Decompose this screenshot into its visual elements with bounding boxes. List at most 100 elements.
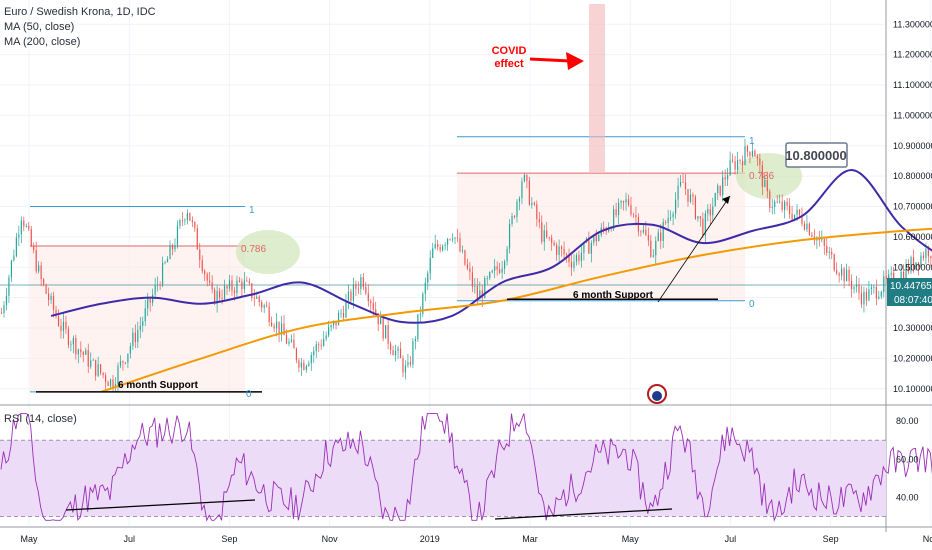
price-candle-body: [159, 284, 161, 286]
price-candle-body: [907, 264, 910, 272]
rsi-tick-label: 40.00: [896, 492, 919, 502]
price-candle-body: [38, 265, 40, 272]
price-candle-body: [843, 268, 845, 282]
price-candle-body: [697, 216, 699, 219]
price-tick-label: 11.300000: [893, 19, 932, 29]
price-candle-body: [801, 215, 803, 224]
price-candle-body: [627, 199, 630, 205]
price-candle-body: [479, 290, 481, 300]
fib-label-0-left: 0: [246, 389, 252, 400]
main-legend: Euro / Swedish Krona, 1D, IDC MA (50, cl…: [4, 5, 156, 50]
price-candle-body: [798, 209, 801, 216]
rsi-legend-label[interactable]: RSI (14, close): [4, 413, 77, 425]
price-candle-body: [925, 248, 927, 259]
price-candle-body: [335, 320, 337, 326]
price-candle-body: [823, 239, 825, 246]
price-candle-body: [796, 209, 798, 215]
ma50-line: [50, 169, 932, 324]
price-candle-body: [580, 252, 583, 261]
price-candle-body: [382, 317, 384, 339]
target-callout[interactable]: 10.800000: [785, 142, 848, 168]
fib-label-786-right: 0.786: [749, 171, 774, 182]
price-candle-body: [910, 257, 912, 272]
price-candle-body: [404, 365, 407, 373]
time-tick-label: Mar: [522, 534, 538, 544]
price-candle-body: [310, 354, 312, 364]
price-candle-body: [588, 238, 590, 254]
price-candle-body: [551, 237, 553, 243]
price-candle-body: [171, 245, 174, 250]
price-candle-body: [236, 280, 238, 294]
price-tick-label: 10.300000: [893, 323, 932, 333]
price-candle-body: [389, 343, 392, 351]
price-candle-body: [503, 261, 506, 269]
price-candle-body: [266, 305, 268, 307]
price-candle-body: [147, 298, 149, 309]
price-candle-body: [320, 344, 322, 346]
price-candle-body: [176, 225, 179, 246]
highlight-ellipse-left: [236, 230, 300, 274]
rsi-tick-label: 60.00: [896, 454, 919, 464]
price-candle-body: [60, 325, 62, 331]
price-candle-body: [429, 257, 431, 274]
price-candle-body: [206, 274, 208, 281]
price-tick-label: 10.600000: [893, 232, 932, 242]
price-candle-body: [853, 286, 855, 290]
price-candle-body: [845, 269, 848, 282]
price-candle-body: [184, 219, 186, 221]
price-candle-body: [412, 341, 414, 365]
rsi-trend-line-left: [65, 499, 256, 511]
price-candle-body: [293, 339, 295, 349]
price-candle-body: [179, 220, 181, 226]
rsi-line: [0, 413, 932, 523]
price-candle-body: [702, 218, 704, 236]
price-candle-body: [496, 266, 498, 270]
projection-arrow-head: [722, 196, 730, 204]
price-candle-body: [67, 328, 70, 345]
price-candle-body: [786, 201, 788, 206]
price-candle-body: [538, 219, 540, 223]
price-candle-body: [90, 360, 92, 367]
price-candle-body: [826, 245, 828, 253]
price-tick-label: 11.000000: [893, 110, 932, 120]
price-candle-body: [912, 257, 915, 269]
price-tick-label: 10.800000: [893, 171, 932, 181]
price-candle-body: [28, 226, 30, 229]
price-candle-body: [191, 220, 193, 223]
price-candle-body: [464, 250, 466, 265]
price-candle-body: [211, 282, 213, 290]
price-candle-body: [749, 151, 751, 156]
price-candle-body: [357, 288, 359, 290]
price-candle-body: [831, 252, 833, 255]
price-candle-body: [803, 223, 806, 230]
price-candle-body: [397, 348, 399, 352]
price-candle-body: [905, 264, 907, 281]
price-candle-body: [387, 325, 389, 344]
price-candle-body: [271, 322, 273, 327]
price-candle-body: [521, 181, 523, 199]
price-candle-body: [563, 248, 565, 255]
price-candle-body: [104, 375, 107, 383]
price-candle-body: [682, 182, 684, 183]
price-candle-body: [216, 290, 218, 304]
ma200-legend[interactable]: MA (200, close): [4, 36, 81, 48]
price-candle-body: [85, 350, 87, 355]
price-candle-body: [65, 321, 67, 329]
price-candle-body: [186, 212, 188, 220]
price-candle-body: [751, 151, 754, 156]
symbol-title[interactable]: Euro / Swedish Krona, 1D, IDC: [4, 6, 156, 18]
covid-arrow-line: [529, 57, 571, 63]
price-candle-body: [328, 327, 330, 336]
price-candle-body: [890, 272, 892, 275]
rsi-legend: RSI (14, close): [4, 412, 77, 427]
price-candle-body: [657, 232, 659, 241]
price-candle-body: [303, 362, 305, 370]
rsi-trend-line-right: [494, 508, 673, 520]
price-candle-body: [305, 365, 307, 370]
ma50-legend[interactable]: MA (50, close): [4, 21, 75, 33]
price-candle-body: [838, 273, 840, 276]
price-candle-body: [23, 220, 25, 227]
price-candle-body: [531, 202, 533, 205]
price-candle-body: [409, 362, 412, 365]
